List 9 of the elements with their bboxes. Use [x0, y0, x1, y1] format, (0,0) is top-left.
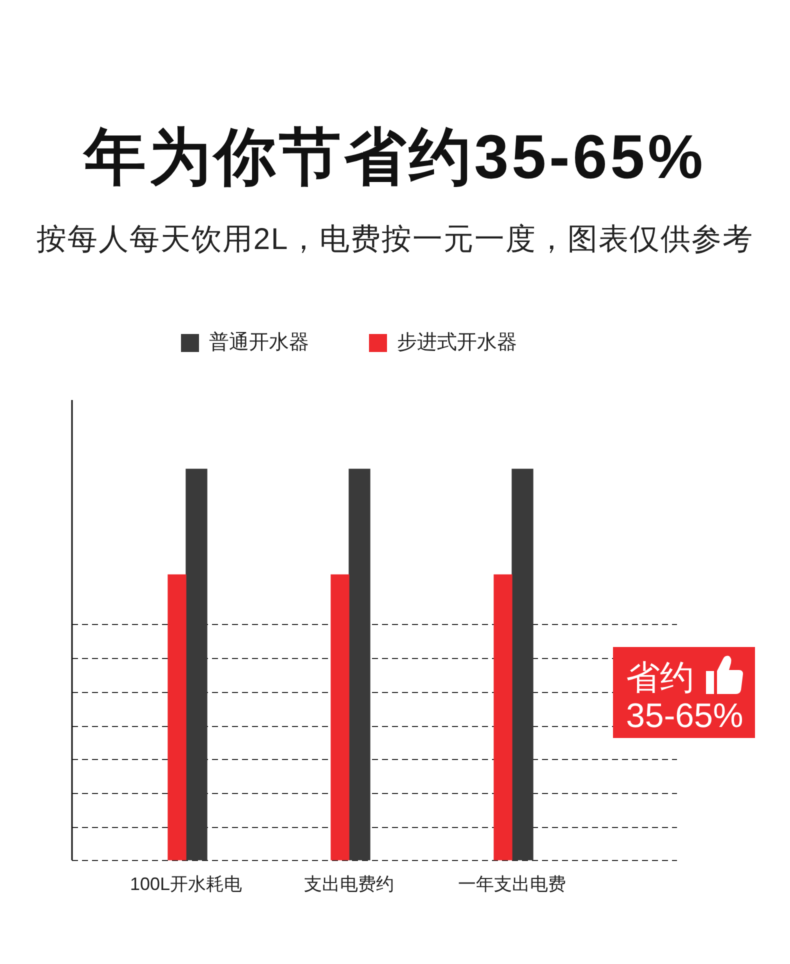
annotation: 省约 [626, 658, 694, 698]
annotation: 35-65% [626, 696, 744, 736]
chart-subtitle: 按每人每天饮用2L，电费按一元一度，图表仅供参考 [35, 222, 755, 258]
x-tick-label: 支出电费约 [304, 874, 394, 894]
legend-label: 普通开水器 [209, 330, 309, 354]
legend-label: 步进式开水器 [397, 332, 517, 354]
chart-title: 年为你节省约35-65% [82, 123, 707, 192]
x-tick-label: 一年支出电费 [458, 874, 566, 894]
x-tick-label: 100L开水耗电 [130, 874, 242, 894]
